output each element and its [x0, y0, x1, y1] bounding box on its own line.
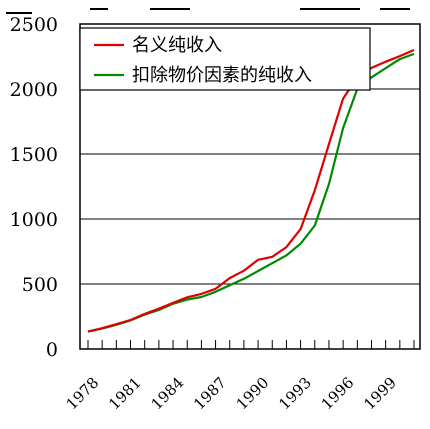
- grid-lines: [80, 88, 420, 285]
- series-lines: [87, 48, 415, 333]
- x-tick-label: 1987: [190, 374, 230, 414]
- series-line: [87, 48, 415, 333]
- x-tick-label: 1990: [233, 374, 273, 414]
- x-axis-ticks: 1978 1981 1984 1987 1990 1993 1996 1999: [63, 374, 400, 414]
- y-tick-label: 2000: [10, 79, 58, 101]
- title-fragment: [90, 8, 108, 10]
- x-tick-label: 1981: [105, 374, 145, 414]
- x-tick-label: 1984: [148, 374, 188, 414]
- legend-label: 名义纯收入: [132, 35, 222, 56]
- y-tick-label: 1500: [10, 144, 58, 166]
- y-tick-label: 2500: [10, 14, 58, 36]
- title-fragment: [6, 12, 32, 14]
- title-fragment: [300, 8, 360, 10]
- y-tick-label: 0: [46, 339, 58, 361]
- y-tick-label: 500: [22, 274, 58, 296]
- x-minor-ticks: [87, 340, 415, 349]
- x-tick-label: 1996: [318, 374, 358, 414]
- title-fragment: [150, 8, 190, 10]
- series-line: [87, 52, 415, 333]
- title-fragment: [380, 8, 410, 10]
- legend-label: 扣除物价因素的纯收入: [132, 65, 312, 86]
- x-tick-label: 1999: [360, 374, 400, 414]
- x-tick-label: 1978: [63, 374, 103, 414]
- legend-box: [79, 27, 371, 91]
- y-tick-label: 1000: [10, 209, 58, 231]
- cropped-title: [6, 8, 410, 14]
- x-tick-label: 1993: [275, 374, 315, 414]
- y-axis-ticks: 0 500 1000 1500 2000 2500: [10, 14, 58, 361]
- plot-area: [79, 23, 421, 350]
